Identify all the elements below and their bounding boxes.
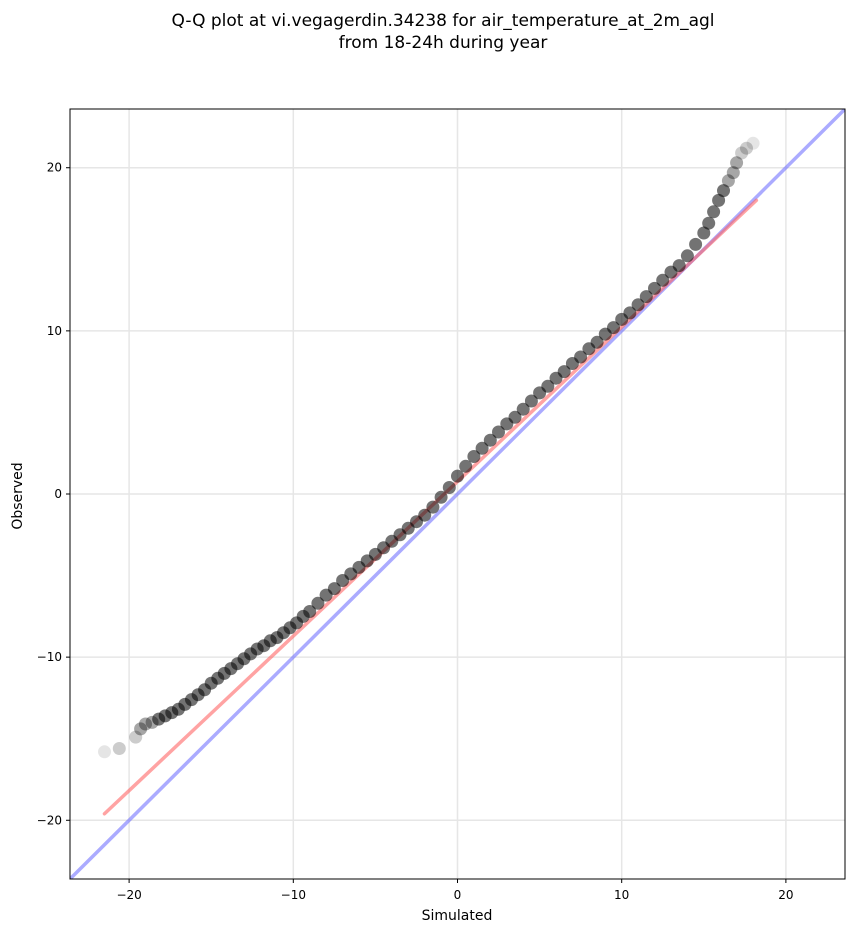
quantile-point: [475, 441, 489, 455]
quantile-point: [712, 193, 726, 207]
quantile-point: [426, 500, 440, 514]
quantile-point: [702, 216, 716, 230]
quantile-point: [516, 402, 530, 416]
y-axis: −20 −10 0 10 20: [37, 161, 70, 827]
quantile-point: [623, 306, 637, 320]
quantile-point: [98, 745, 111, 759]
x-axis: −20 −10 0 10 20: [116, 879, 794, 902]
x-tick-label: −10: [281, 888, 306, 902]
x-tick-label: 20: [778, 888, 793, 902]
quantile-point: [680, 249, 694, 263]
quantile-point: [541, 379, 555, 393]
x-axis-label: Simulated: [422, 908, 493, 924]
quantile-point: [129, 730, 143, 744]
quantile-point: [418, 508, 432, 522]
quantile-point: [639, 290, 653, 304]
quantile-point: [492, 425, 505, 439]
quantile-point: [740, 141, 753, 155]
y-axis-label: Observed: [10, 462, 26, 529]
quantile-point: [467, 450, 481, 463]
quantile-point: [735, 146, 749, 160]
quantile-point: [697, 226, 711, 240]
quantile-point: [746, 136, 760, 150]
quantile-point: [730, 156, 744, 170]
quantile-point: [508, 410, 522, 424]
quantile-points: [98, 136, 760, 759]
y-tick-label: −20: [37, 813, 62, 827]
quantile-point: [451, 469, 464, 483]
quantile-point: [139, 717, 152, 731]
chart-subtitle: from 18-24h during year: [339, 33, 548, 53]
quantile-point: [134, 722, 148, 736]
quantile-point: [672, 259, 686, 273]
chart-title: Q-Q plot at vi.vegagerdin.34238 for air_…: [171, 11, 714, 31]
quantile-point: [726, 166, 740, 180]
quantile-point: [112, 742, 126, 755]
quantile-point: [607, 321, 620, 335]
quantile-point: [434, 490, 448, 504]
quantile-point: [707, 205, 721, 219]
quantile-point: [648, 281, 661, 295]
y-tick-label: 20: [47, 161, 62, 175]
quantile-point: [459, 459, 473, 473]
quantile-point: [590, 335, 604, 349]
quantile-point: [524, 394, 538, 408]
y-tick-label: 10: [47, 324, 62, 338]
quantile-point: [721, 174, 735, 188]
quantile-point: [311, 596, 325, 610]
quantile-point: [631, 298, 645, 312]
x-tick-label: 10: [614, 888, 629, 902]
x-tick-label: −20: [116, 888, 141, 902]
quantile-point: [656, 273, 670, 287]
y-tick-label: 0: [54, 487, 62, 501]
quantile-point: [327, 582, 341, 596]
quantile-point: [574, 350, 588, 364]
quantile-point: [557, 365, 571, 379]
y-tick-label: −10: [37, 650, 62, 664]
quantile-point: [303, 605, 317, 618]
quantile-point: [717, 184, 730, 198]
quantile-point: [442, 481, 456, 494]
quantile-point: [483, 433, 497, 447]
quantile-point: [689, 237, 703, 251]
x-tick-label: 0: [454, 888, 462, 902]
